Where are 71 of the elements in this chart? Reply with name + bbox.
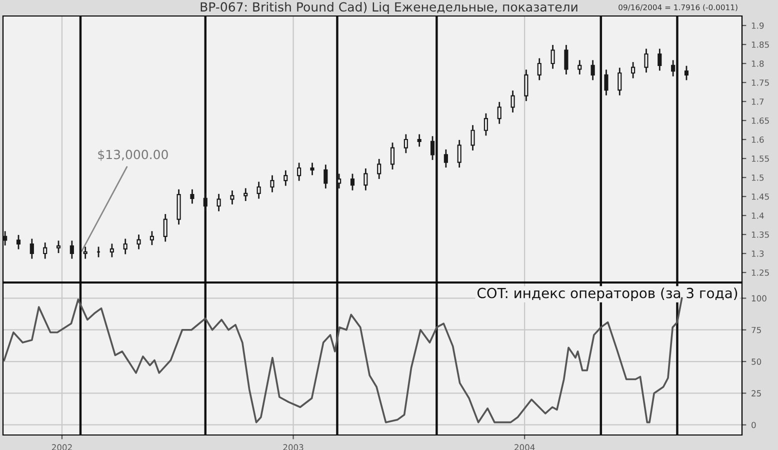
candlestick — [390, 142, 395, 170]
candlestick — [510, 90, 515, 112]
candlestick — [631, 62, 636, 78]
candlestick — [3, 231, 8, 246]
candlestick — [230, 190, 234, 204]
x-tick-label: 2002 — [52, 444, 72, 450]
candlestick — [537, 58, 542, 80]
y-tick-label: 1.85 — [752, 41, 769, 48]
y-tick-label: 1.9 — [752, 22, 764, 29]
candlestick — [110, 244, 114, 258]
candlestick — [256, 182, 261, 199]
candlestick — [163, 214, 168, 242]
candlestick — [618, 68, 622, 96]
y-tick-label: 1.5 — [752, 174, 764, 181]
candlestick — [404, 134, 408, 154]
candlestick — [284, 170, 288, 186]
candlestick — [604, 70, 608, 96]
y-tick-label: 1.3 — [752, 250, 764, 257]
candlestick — [578, 60, 582, 74]
y-tick-label: 1.25 — [752, 269, 769, 276]
candlestick — [244, 188, 248, 201]
candlestick — [497, 102, 502, 124]
candlestick — [324, 164, 328, 188]
candlestick — [83, 246, 88, 259]
candlestick — [524, 70, 528, 102]
candlestick — [297, 162, 302, 181]
y-tick-label: 1.65 — [752, 117, 769, 124]
candlestick — [350, 174, 355, 190]
candlestick — [310, 162, 314, 176]
candlestick — [43, 242, 48, 259]
y-tick-label: 25 — [752, 390, 761, 396]
candlestick — [150, 231, 154, 246]
candlestick — [550, 44, 555, 69]
candlestick — [270, 175, 274, 192]
x-tick-label: 2004 — [514, 444, 535, 450]
y-tick-label: 1.75 — [752, 80, 769, 86]
y-tick-label: 0 — [752, 422, 756, 428]
candlestick — [484, 113, 488, 136]
y-tick-label: 50 — [752, 358, 762, 365]
y-tick-label: 1.6 — [752, 136, 764, 143]
chart-subtitle: COT: индекс операторов (за 3 года) — [477, 288, 738, 301]
candlestick — [190, 189, 194, 204]
candlestick — [470, 125, 475, 150]
y-tick-label: 1.35 — [752, 231, 769, 238]
candlestick — [590, 60, 595, 80]
candlestick — [136, 234, 141, 250]
y-tick-label: 1.45 — [752, 194, 769, 200]
y-tick-label: 1.8 — [752, 60, 764, 67]
candlestick — [364, 168, 368, 190]
candlestick — [56, 240, 61, 254]
y-tick-label: 1.55 — [752, 156, 769, 162]
candlestick — [377, 158, 382, 179]
candlestick — [658, 48, 662, 71]
y-tick-label: 75 — [752, 326, 761, 334]
candlestick — [216, 194, 221, 212]
candlestick — [644, 48, 648, 73]
x-tick-label: 2003 — [283, 444, 304, 450]
candlestick — [417, 134, 422, 147]
y-tick-label: 1.7 — [752, 98, 764, 105]
annotation: $13,000.00 — [98, 150, 168, 161]
y-tick-label: 1.4 — [752, 212, 764, 219]
candlestick — [30, 238, 34, 259]
candlestick — [684, 66, 689, 80]
chart-title: BP-067: British Pound Cad) Liq Еженедельные, показатели — [200, 2, 578, 14]
candlestick — [16, 234, 21, 250]
candlestick — [444, 149, 448, 168]
candlestick — [70, 240, 74, 259]
y-tick-label: 100 — [752, 295, 766, 302]
candlestick — [457, 140, 462, 168]
candlestick — [123, 238, 128, 254]
candlestick — [564, 44, 568, 74]
